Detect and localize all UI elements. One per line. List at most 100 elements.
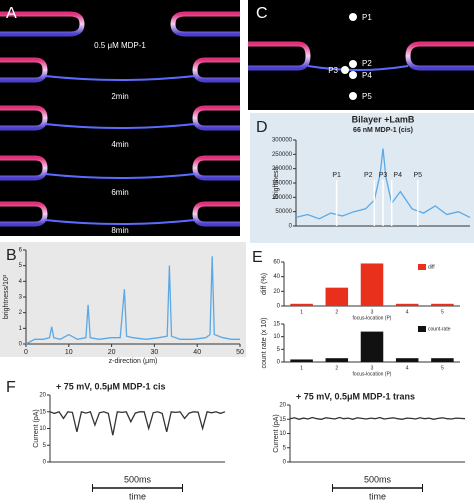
x-tick-label: 10 xyxy=(65,349,73,356)
y-tick-label: 20 xyxy=(279,403,286,409)
panel-d-bg xyxy=(250,113,474,243)
bar xyxy=(395,358,419,362)
x-tick-label: 1 xyxy=(300,309,303,315)
y-axis-label: Current (pA) xyxy=(273,414,280,453)
y-tick-label: 100000 xyxy=(272,195,293,201)
y-tick-label: 5 xyxy=(43,443,47,449)
bar xyxy=(431,358,454,362)
x-axis-label: focus-location (P) xyxy=(353,371,392,377)
y-tick-label: 3 xyxy=(19,295,23,301)
y-tick-label: 0 xyxy=(289,224,293,230)
microscopy-a xyxy=(0,0,240,236)
legend-swatch xyxy=(418,264,426,270)
y-tick-label: 300000 xyxy=(272,138,293,144)
x-tick-label: 3 xyxy=(371,309,374,315)
y-axis-label: Current (pA) xyxy=(33,409,40,448)
x-tick-label: 1 xyxy=(300,365,303,371)
y-tick-label: 0 xyxy=(277,304,281,310)
x-tick-label: 4 xyxy=(406,309,409,315)
point-label: P1 xyxy=(362,13,372,22)
y-tick-label: 15 xyxy=(39,409,46,415)
y-tick-label: 250000 xyxy=(272,152,293,158)
bar xyxy=(360,331,384,362)
bar xyxy=(325,358,349,362)
data-line xyxy=(295,148,471,220)
marker-label: P1 xyxy=(332,172,341,179)
bar xyxy=(395,303,419,306)
x-axis-label: focus-location (P) xyxy=(353,315,392,321)
x-tick-label: 20 xyxy=(108,349,116,356)
channels-a xyxy=(0,11,240,227)
y-tick-label: 15 xyxy=(273,322,280,328)
chart-title: Bilayer +LamB xyxy=(352,114,415,124)
image-label: 6min xyxy=(111,188,128,197)
microscopy-c xyxy=(248,0,474,110)
focus-points xyxy=(341,13,357,100)
y-tick-label: 5 xyxy=(277,347,281,353)
y-tick-label: 0 xyxy=(283,460,287,466)
point-label: P4 xyxy=(362,71,372,80)
y-tick-label: 0 xyxy=(19,342,23,348)
data-line xyxy=(25,256,240,345)
y-tick-label: 10 xyxy=(279,431,286,437)
bar xyxy=(360,263,384,306)
y-tick-label: 40 xyxy=(273,274,280,280)
x-tick-label: 30 xyxy=(151,349,159,356)
x-tick-label: 4 xyxy=(406,365,409,371)
panel-label: C xyxy=(256,5,268,22)
image-label: 8min xyxy=(111,226,128,235)
y-tick-label: 0 xyxy=(43,460,47,466)
panel-label: D xyxy=(256,119,268,136)
y-tick-label: 150000 xyxy=(272,181,293,187)
scale-bar-label: 500ms xyxy=(364,474,392,484)
y-tick-label: 1 xyxy=(19,326,23,332)
chart-title: + 75 mV, 0.5μM MDP-1 trans xyxy=(296,391,415,401)
x-tick-label: 50 xyxy=(236,349,244,356)
y-tick-label: 0 xyxy=(277,360,281,366)
y-tick-label: 5 xyxy=(19,263,23,269)
x-tick-label: 5 xyxy=(441,365,444,371)
bar xyxy=(431,303,454,306)
x-tick-label: 3 xyxy=(371,365,374,371)
scale-bar-label: 500ms xyxy=(124,474,152,484)
x-axis-label: time xyxy=(129,491,146,501)
bar xyxy=(290,359,313,362)
point-label: P3 xyxy=(328,66,338,75)
y-axis-label: diff (%) xyxy=(261,273,268,295)
x-axis-label: z-direction (μm) xyxy=(109,358,158,365)
point-label: P5 xyxy=(362,92,372,101)
x-tick-label: 2 xyxy=(335,365,338,371)
point-label: P2 xyxy=(362,59,372,68)
legend-label: diff xyxy=(428,264,435,270)
x-tick-label: 2 xyxy=(335,309,338,315)
y-tick-label: 5 xyxy=(283,445,287,451)
y-axis-label: count rate (x 10) xyxy=(261,318,268,369)
x-tick-label: 5 xyxy=(441,309,444,315)
image-label: 0.5 μM MDP-1 xyxy=(94,41,146,50)
marker-label: P4 xyxy=(393,172,402,179)
y-tick-label: 20 xyxy=(39,393,46,399)
y-tick-label: 60 xyxy=(273,260,280,266)
y-tick-label: 10 xyxy=(273,334,280,340)
y-tick-label: 15 xyxy=(279,417,286,423)
data-line xyxy=(49,410,226,436)
channels-c xyxy=(248,41,474,71)
image-label: 2min xyxy=(111,92,128,101)
legend-label: count-rate xyxy=(428,326,451,332)
y-tick-label: 6 xyxy=(19,248,23,254)
panel-label: F xyxy=(6,379,16,396)
bar xyxy=(290,303,313,306)
y-tick-label: 4 xyxy=(19,279,23,285)
y-tick-label: 50000 xyxy=(275,209,292,215)
panel-label: A xyxy=(6,5,17,22)
x-axis-label: time xyxy=(369,491,386,501)
x-tick-label: 40 xyxy=(193,349,201,356)
chart-subtitle: 66 nM MDP-1 (cis) xyxy=(353,127,413,134)
y-tick-label: 10 xyxy=(39,426,46,432)
y-axis-label: brightness/10³ xyxy=(3,274,10,319)
marker-label: P2 xyxy=(364,172,373,179)
data-line xyxy=(289,416,466,420)
y-tick-label: 2 xyxy=(19,310,23,316)
panel-label: B xyxy=(6,247,17,264)
